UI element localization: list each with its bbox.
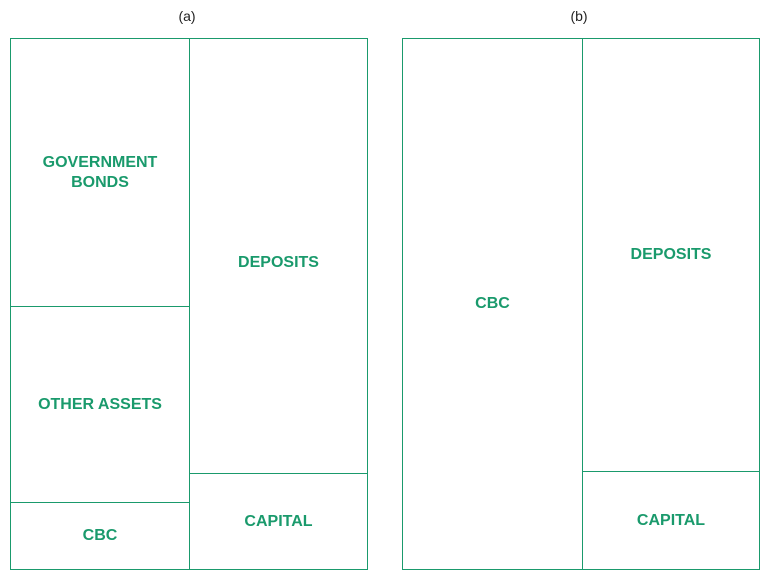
box: DEPOSITS	[582, 38, 760, 472]
box-label: CAPITAL	[244, 512, 313, 530]
box-label: DEPOSITS	[238, 254, 319, 271]
box: CBC	[10, 502, 190, 570]
box-label: OTHER ASSETS	[38, 395, 162, 413]
box: OTHER ASSETS	[10, 306, 190, 503]
box: DEPOSITS	[189, 38, 368, 474]
box: CAPITAL	[582, 471, 760, 570]
box: CAPITAL	[189, 473, 368, 570]
box-label: GOVERNMENT BONDS	[42, 153, 158, 191]
box-label: CBC	[82, 527, 118, 544]
box: GOVERNMENT BONDS	[10, 38, 190, 307]
box: CBC	[402, 38, 583, 570]
box-label: CBC	[475, 295, 510, 312]
panel-label: (a)	[178, 8, 196, 24]
box-label: DEPOSITS	[630, 246, 712, 263]
box-label: CAPITAL	[636, 511, 706, 529]
panel-label: (b)	[570, 8, 588, 24]
